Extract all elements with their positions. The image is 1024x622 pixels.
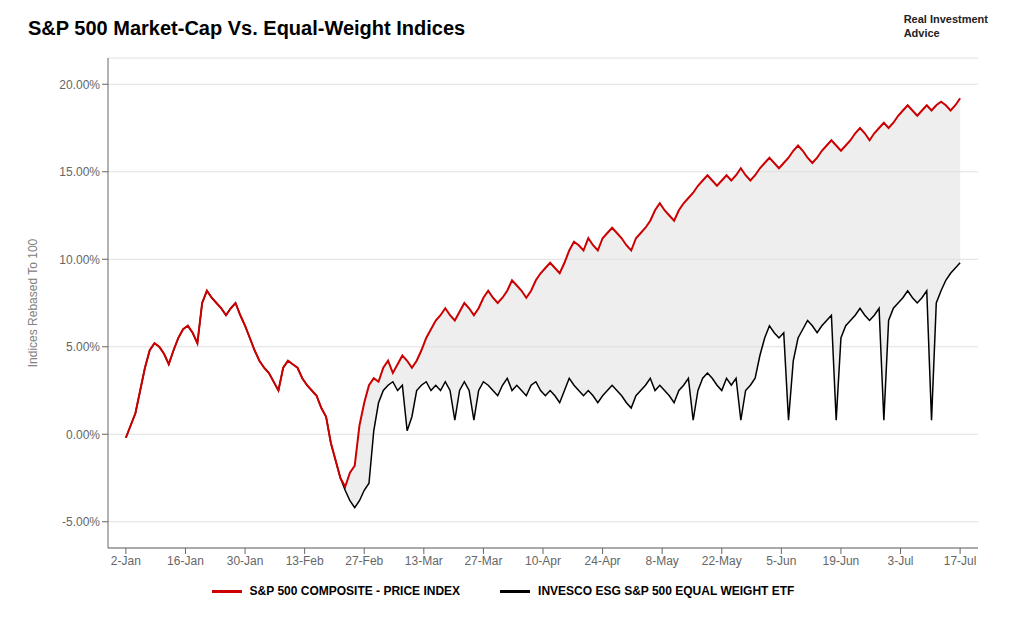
svg-text:30-Jan: 30-Jan — [227, 554, 264, 568]
svg-text:-5.00%: -5.00% — [62, 515, 100, 529]
svg-text:17-Jul: 17-Jul — [944, 554, 977, 568]
svg-text:3-Jul: 3-Jul — [888, 554, 914, 568]
svg-text:13-Feb: 13-Feb — [286, 554, 324, 568]
svg-text:8-May: 8-May — [646, 554, 679, 568]
svg-text:2-Jan: 2-Jan — [111, 554, 141, 568]
svg-text:10.00%: 10.00% — [59, 253, 100, 267]
svg-text:20.00%: 20.00% — [59, 78, 100, 92]
svg-text:16-Jan: 16-Jan — [167, 554, 204, 568]
html-text:Real Investment Advice: Real Investment Advice — [903, 13, 988, 40]
svg-text:22-May: 22-May — [702, 554, 742, 568]
svg-text:27-Feb: 27-Feb — [345, 554, 383, 568]
svg-text:Indices Rebased To 100: Indices Rebased To 100 — [26, 238, 40, 367]
svg-text:5-Jun: 5-Jun — [766, 554, 796, 568]
svg-text:24-Apr: 24-Apr — [585, 554, 621, 568]
svg-text:0.00%: 0.00% — [66, 428, 100, 442]
svg-text:19-Jun: 19-Jun — [823, 554, 860, 568]
html-text:INVESCO ESG S&P 500 EQUAL WEIG: INVESCO ESG S&P 500 EQUAL WEIGHT ETF — [538, 584, 795, 598]
html-text:S&P 500 Market-Cap Vs. Equal-W: S&P 500 Market-Cap Vs. Equal-Weight Indi… — [28, 16, 466, 39]
svg-text:27-Mar: 27-Mar — [464, 554, 502, 568]
svg-text:15.00%: 15.00% — [59, 165, 100, 179]
html-text:S&P 500 COMPOSITE - PRICE INDE: S&P 500 COMPOSITE - PRICE INDEX — [249, 584, 461, 598]
svg-text:5.00%: 5.00% — [66, 340, 100, 354]
svg-text:10-Apr: 10-Apr — [525, 554, 561, 568]
svg-text:13-Mar: 13-Mar — [405, 554, 443, 568]
